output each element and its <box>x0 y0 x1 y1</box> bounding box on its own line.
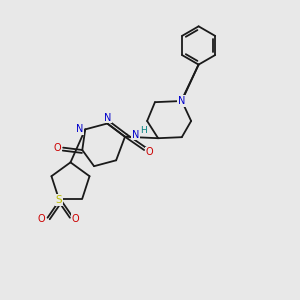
Text: N: N <box>103 112 111 123</box>
Text: O: O <box>38 214 46 224</box>
Text: O: O <box>53 142 61 153</box>
Text: N: N <box>178 96 185 106</box>
Text: O: O <box>72 214 80 224</box>
Text: O: O <box>146 147 153 158</box>
Text: H: H <box>140 126 146 135</box>
Text: N: N <box>132 130 139 140</box>
Text: S: S <box>56 195 62 205</box>
Text: N: N <box>76 124 83 134</box>
